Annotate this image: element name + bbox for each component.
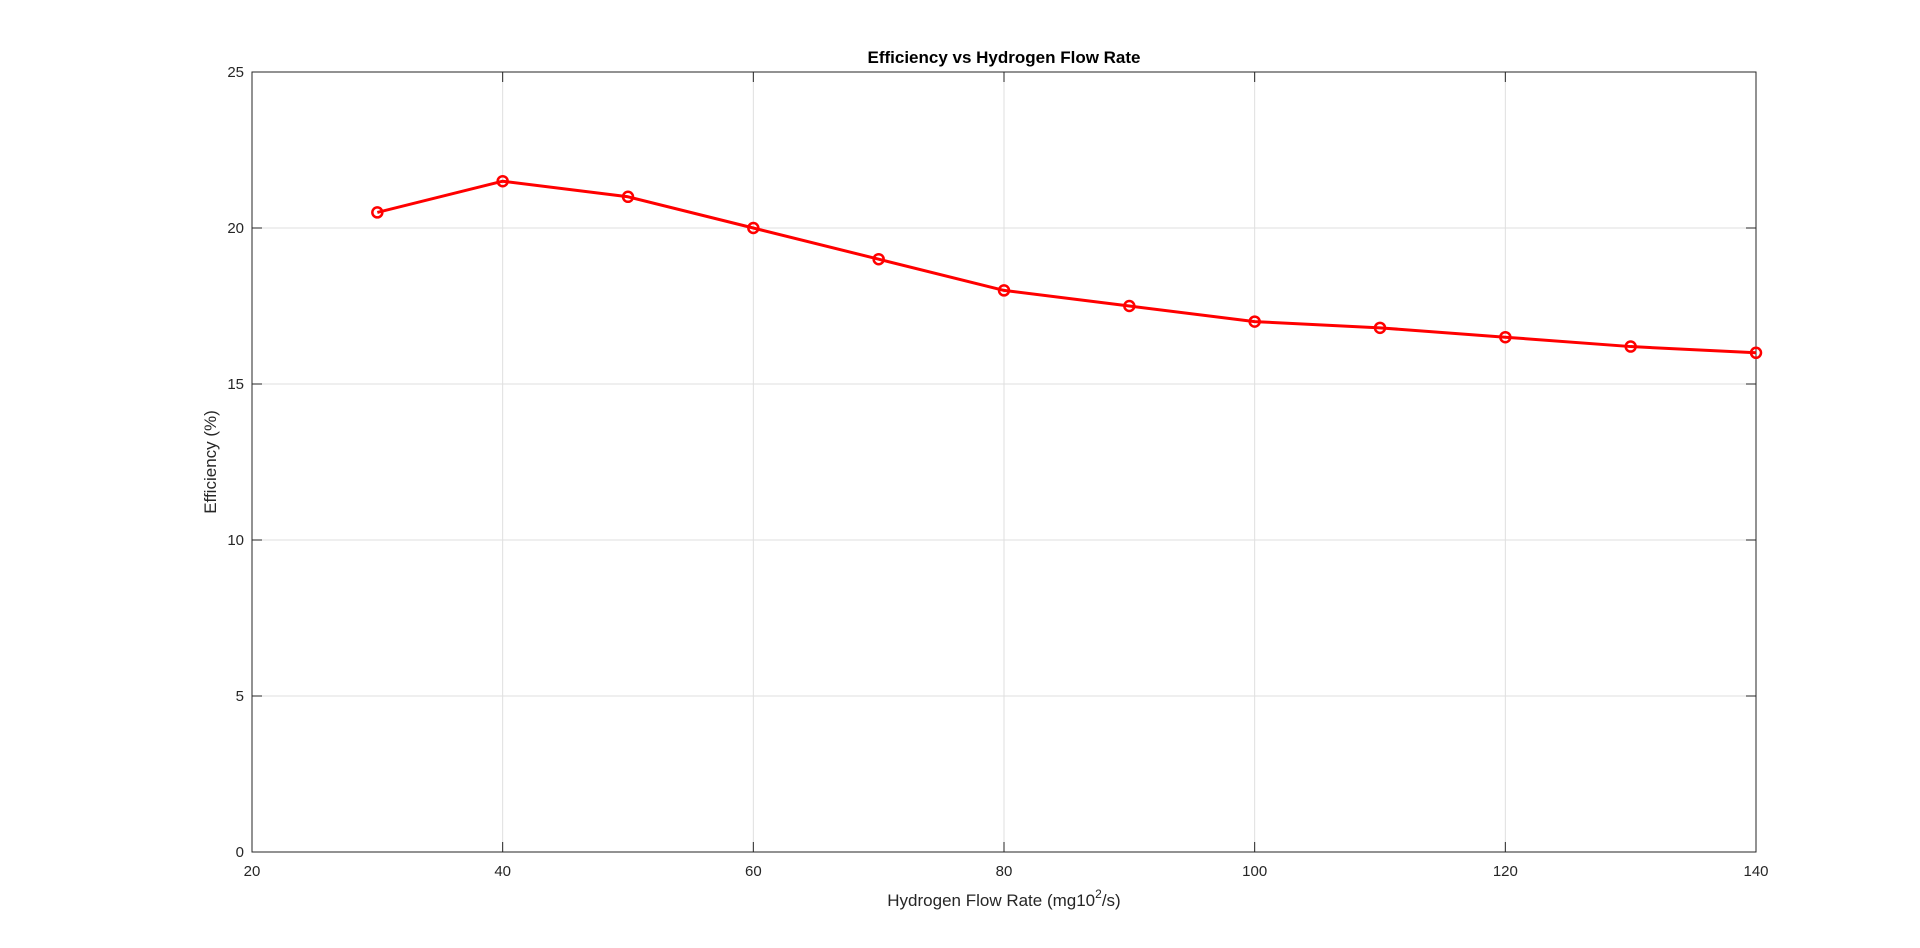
data-point-marker: [621, 190, 635, 204]
y-axis-label: Efficiency (%): [201, 410, 220, 514]
data-point-marker: [872, 252, 885, 266]
plot-area-border: [251, 71, 1757, 853]
x-tick-label: 140: [1743, 863, 1768, 880]
y-tick-label: 0: [236, 844, 244, 861]
y-tick-label: 15: [227, 376, 244, 393]
y-tick-label: 5: [236, 688, 244, 705]
data-point-marker: [997, 284, 1011, 297]
series-layer: [371, 174, 1763, 360]
data-point-marker: [1248, 315, 1261, 328]
y-tick-labels: 0 5 10 15 20 25: [227, 64, 244, 861]
y-tick-label: 20: [227, 220, 244, 237]
data-point-marker: [747, 221, 760, 235]
x-tick-label: 20: [244, 863, 261, 880]
x-axis-label-main: Hydrogen Flow Rate (mg10: [887, 891, 1095, 910]
x-axis-label-superscript: 2: [1095, 887, 1102, 901]
data-point-marker: [1749, 346, 1763, 360]
y-tick-label: 25: [227, 64, 244, 81]
x-tick-label: 120: [1493, 863, 1518, 880]
x-tick-labels: 20 40 60 80 100 120 140: [244, 863, 1769, 880]
x-tick-label: 60: [745, 863, 762, 880]
x-tick-label: 40: [494, 863, 511, 880]
chart-title: Efficiency vs Hydrogen Flow Rate: [867, 48, 1140, 67]
data-point-marker: [1624, 340, 1637, 353]
data-point-marker: [371, 206, 384, 219]
x-tick-label: 80: [996, 863, 1013, 880]
data-point-marker: [1499, 330, 1512, 344]
series-line: [376, 179, 1757, 355]
data-point-marker: [1123, 299, 1136, 313]
data-point-marker: [1373, 321, 1387, 335]
x-axis-label-tail: /s): [1102, 891, 1121, 910]
x-tick-label: 100: [1242, 863, 1267, 880]
x-axis-label: Hydrogen Flow Rate (mg102/s): [887, 887, 1120, 910]
y-tick-label: 10: [227, 532, 244, 549]
data-point-marker: [496, 174, 509, 188]
